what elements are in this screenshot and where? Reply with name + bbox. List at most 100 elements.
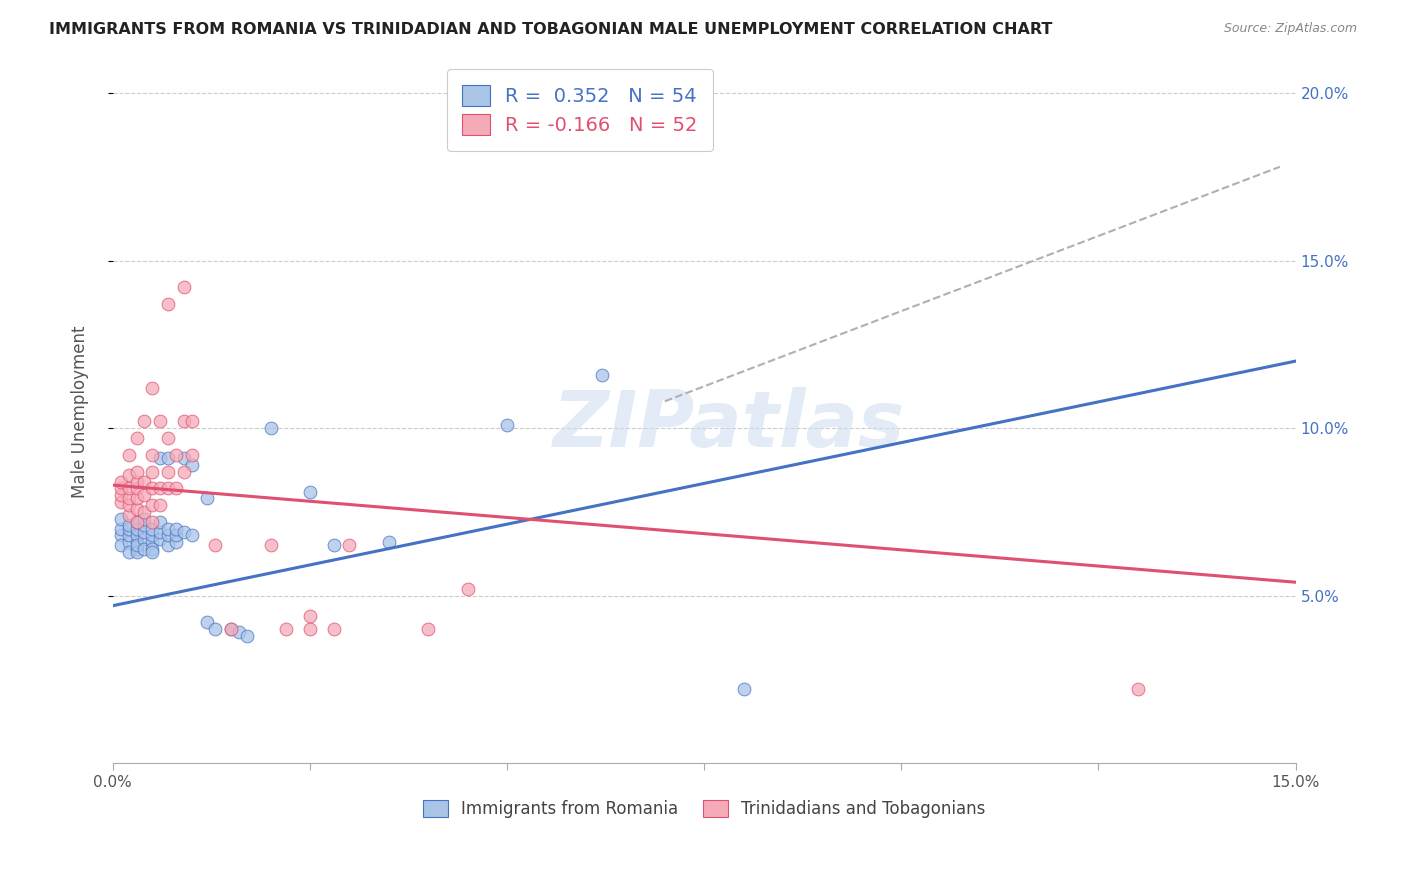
Point [276, 622, 298, 636]
Point [141, 381, 163, 395]
Point [117, 508, 139, 523]
Point [259, 538, 281, 552]
Point [149, 532, 172, 546]
Point [157, 528, 180, 542]
Point [125, 515, 148, 529]
Point [173, 451, 195, 466]
Point [149, 451, 172, 466]
Point [110, 511, 132, 525]
Point [141, 522, 163, 536]
Point [298, 484, 321, 499]
Point [134, 518, 156, 533]
Point [117, 448, 139, 462]
Point [149, 524, 172, 539]
Point [110, 495, 132, 509]
Point [173, 465, 195, 479]
Point [141, 465, 163, 479]
Point [298, 622, 321, 636]
Point [141, 535, 163, 549]
Point [228, 625, 250, 640]
Point [418, 622, 440, 636]
Text: Source: ZipAtlas.com: Source: ZipAtlas.com [1223, 22, 1357, 36]
Point [134, 505, 156, 519]
Point [117, 491, 139, 506]
Y-axis label: Male Unemployment: Male Unemployment [72, 325, 89, 498]
Point [219, 622, 242, 636]
Legend: Immigrants from Romania, Trinidadians and Tobagonians: Immigrants from Romania, Trinidadians an… [416, 794, 993, 825]
Point [117, 528, 139, 542]
Point [125, 482, 148, 496]
Point [110, 488, 132, 502]
Point [141, 448, 163, 462]
Point [157, 431, 180, 445]
Point [496, 417, 519, 432]
Point [322, 622, 344, 636]
Point [591, 368, 613, 382]
Point [117, 522, 139, 536]
Point [457, 582, 479, 596]
Point [141, 482, 163, 496]
Point [125, 515, 148, 529]
Point [134, 541, 156, 556]
Point [125, 522, 148, 536]
Point [125, 545, 148, 559]
Point [197, 615, 219, 630]
Point [117, 498, 139, 512]
Point [125, 541, 148, 556]
Point [157, 297, 180, 311]
Point [141, 541, 163, 556]
Point [173, 524, 195, 539]
Point [134, 414, 156, 428]
Point [134, 532, 156, 546]
Point [110, 538, 132, 552]
Point [117, 518, 139, 533]
Point [110, 528, 132, 542]
Point [125, 535, 148, 549]
Point [339, 538, 361, 552]
Point [204, 622, 226, 636]
Point [125, 528, 148, 542]
Point [149, 498, 172, 512]
Point [219, 622, 242, 636]
Point [165, 535, 187, 549]
Point [157, 465, 180, 479]
Point [180, 414, 202, 428]
Point [125, 491, 148, 506]
Point [259, 421, 281, 435]
Point [236, 629, 259, 643]
Point [110, 522, 132, 536]
Point [117, 535, 139, 549]
Point [149, 414, 172, 428]
Point [110, 482, 132, 496]
Point [141, 498, 163, 512]
Point [157, 451, 180, 466]
Point [125, 465, 148, 479]
Point [141, 545, 163, 559]
Point [322, 538, 344, 552]
Point [173, 414, 195, 428]
Point [165, 448, 187, 462]
Point [378, 535, 401, 549]
Point [157, 522, 180, 536]
Point [117, 545, 139, 559]
Point [180, 448, 202, 462]
Text: IMMIGRANTS FROM ROMANIA VS TRINIDADIAN AND TOBAGONIAN MALE UNEMPLOYMENT CORRELAT: IMMIGRANTS FROM ROMANIA VS TRINIDADIAN A… [49, 22, 1053, 37]
Point [173, 280, 195, 294]
Point [180, 528, 202, 542]
Point [134, 511, 156, 525]
Point [141, 528, 163, 542]
Point [165, 522, 187, 536]
Point [125, 475, 148, 489]
Point [157, 538, 180, 552]
Point [204, 538, 226, 552]
Point [157, 482, 180, 496]
Point [165, 482, 187, 496]
Point [125, 538, 148, 552]
Point [149, 482, 172, 496]
Point [134, 488, 156, 502]
Point [117, 482, 139, 496]
Point [117, 468, 139, 483]
Point [110, 475, 132, 489]
Point [733, 682, 755, 697]
Point [1126, 682, 1149, 697]
